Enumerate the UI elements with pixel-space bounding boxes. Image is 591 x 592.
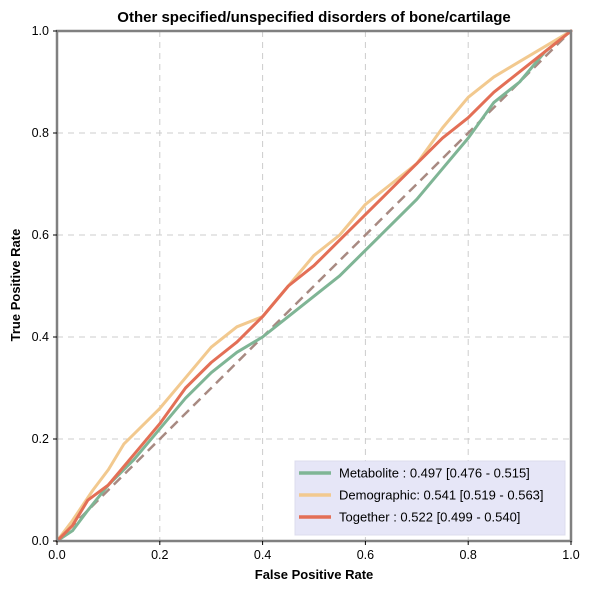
x-tick-label: 0.6 xyxy=(357,548,374,562)
x-tick-label: 0.2 xyxy=(151,548,168,562)
y-axis-label: True Positive Rate xyxy=(8,229,23,342)
x-tick-label: 0.8 xyxy=(460,548,477,562)
x-tick-label: 0.4 xyxy=(254,548,271,562)
roc-line-together xyxy=(55,29,573,543)
diagonal-line xyxy=(56,30,572,542)
y-tick-label: 0.4 xyxy=(32,330,49,344)
axis-ticks: 0.0 0.2 0.4 0.6 0.8 1.0 0.0 0.2 0.4 0.6 0.8 1.0 xyxy=(32,24,580,562)
x-axis-label: False Positive Rate xyxy=(255,567,374,582)
legend-entry: Demographic: 0.541 [0.519 - 0.563] xyxy=(339,488,544,503)
y-tick-label: 1.0 xyxy=(32,24,49,38)
y-tick-label: 0.0 xyxy=(32,534,49,548)
x-tick-label: 0.0 xyxy=(48,548,65,562)
legend-entry: Together : 0.522 [0.499 - 0.540] xyxy=(339,510,520,525)
legend-entry: Metabolite : 0.497 [0.476 - 0.515] xyxy=(339,466,530,481)
y-tick-label: 0.6 xyxy=(32,228,49,242)
roc-line-metabolite xyxy=(55,29,573,543)
roc-curves xyxy=(55,29,573,543)
chance-diagonal xyxy=(56,30,572,542)
x-tick-label: 1.0 xyxy=(562,548,579,562)
roc-line-demographic xyxy=(55,29,573,543)
plot-frame xyxy=(55,29,573,543)
legend: Metabolite : 0.497 [0.476 - 0.515] Demogr… xyxy=(294,460,566,536)
grid-lines xyxy=(57,31,571,541)
legend-box xyxy=(294,460,566,536)
y-tick-label: 0.2 xyxy=(32,432,49,446)
chart-title: Other specified/unspecified disorders of… xyxy=(117,9,510,26)
y-tick-label: 0.8 xyxy=(32,126,49,140)
